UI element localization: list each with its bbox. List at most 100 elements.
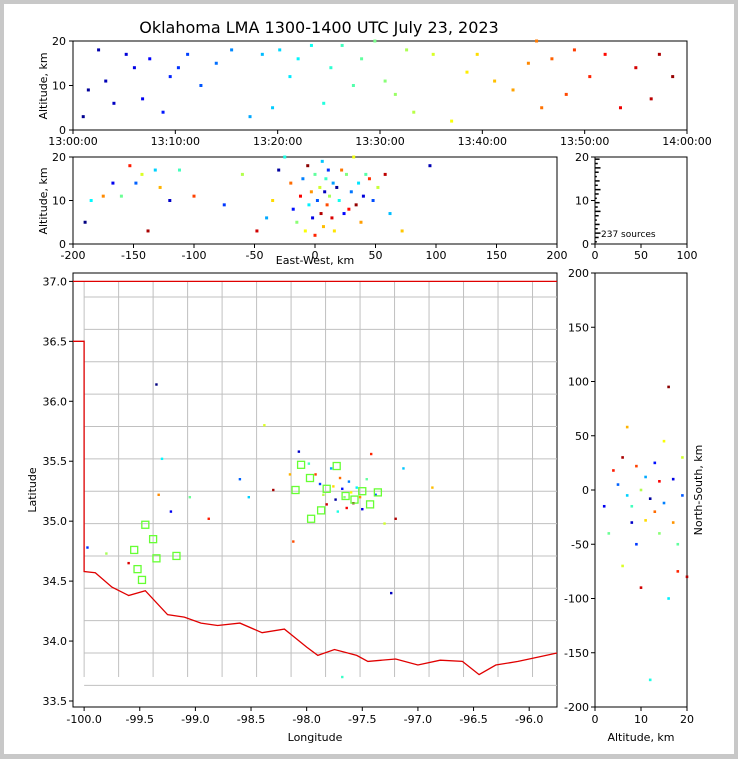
time-altitude-point bbox=[112, 101, 116, 105]
map-source-point bbox=[272, 488, 275, 492]
station-marker bbox=[141, 520, 150, 529]
east-west-point bbox=[265, 216, 269, 220]
map-source-point bbox=[105, 552, 108, 555]
map-source-point bbox=[127, 561, 130, 565]
map-source-point bbox=[297, 450, 301, 453]
time-altitude-point bbox=[550, 57, 554, 61]
time-altitude-point bbox=[526, 61, 530, 65]
time-altitude-point bbox=[141, 97, 145, 101]
time-altitude-point bbox=[186, 52, 190, 56]
lma-figure: Oklahoma LMA 1300-1400 UTC July 23, 2023… bbox=[26, 18, 712, 744]
time-x-tick-label: 13:30:00 bbox=[355, 135, 404, 148]
east-west-point bbox=[89, 199, 93, 202]
ns-point bbox=[658, 480, 661, 483]
hist-x-tick-label: 0 bbox=[592, 249, 599, 262]
ns-points bbox=[602, 385, 689, 682]
ns-point bbox=[681, 456, 684, 459]
east-west-xlabel: East-West, km bbox=[276, 254, 354, 267]
map-x-ticks: -100.0 -99.5 -99.0 -98.5 -98.0 -97.5 -97.0 -96.… bbox=[66, 707, 543, 726]
east-west-point bbox=[313, 172, 317, 176]
station-marker bbox=[130, 545, 139, 555]
ns-y-tick-label: -150 bbox=[564, 647, 589, 660]
east-west-point bbox=[328, 194, 332, 198]
map-y-tick-label: 35.5 bbox=[43, 455, 68, 468]
map-source-point bbox=[355, 486, 358, 489]
map-y-tick-label: 35.0 bbox=[43, 515, 68, 528]
station-marker bbox=[350, 495, 359, 504]
ns-point bbox=[635, 542, 638, 546]
map-source-point bbox=[343, 495, 346, 499]
east-west-point bbox=[192, 194, 196, 198]
map-x-tick-label: -97.5 bbox=[348, 713, 376, 726]
time-altitude-x-ticks: 13:00:00 13:10:00 13:20:00 13:30:00 13:40:00… bbox=[48, 130, 712, 148]
east-west-point bbox=[320, 159, 324, 163]
state-border bbox=[73, 280, 558, 676]
ns-x-ticks: 0 10 20 bbox=[592, 707, 694, 726]
east-west-point bbox=[352, 155, 356, 159]
station-marker bbox=[148, 535, 158, 544]
time-altitude-point bbox=[351, 84, 355, 87]
map-x-tick-label: -100.0 bbox=[66, 713, 101, 726]
map-source-point bbox=[263, 424, 266, 427]
time-altitude-point bbox=[511, 88, 515, 92]
east-west-point bbox=[307, 203, 311, 207]
time-altitude-point bbox=[535, 39, 539, 43]
east-west-point bbox=[153, 168, 157, 172]
east-west-point bbox=[325, 203, 329, 207]
station-marker bbox=[172, 551, 181, 561]
ns-point bbox=[671, 521, 675, 524]
east-west-point bbox=[222, 203, 226, 207]
time-altitude-point bbox=[475, 52, 479, 56]
time-altitude-point bbox=[322, 101, 326, 105]
east-west-point bbox=[371, 199, 375, 202]
ns-point bbox=[630, 521, 634, 524]
map-source-point bbox=[238, 478, 242, 481]
time-altitude-point bbox=[81, 115, 85, 119]
ns-point bbox=[602, 504, 606, 508]
map-source-point bbox=[292, 540, 295, 543]
east-west-point bbox=[315, 199, 319, 202]
time-altitude-point bbox=[603, 52, 607, 56]
ns-y-tick-label: -50 bbox=[571, 538, 589, 551]
map-source-point bbox=[358, 495, 362, 499]
east-west-point bbox=[283, 155, 287, 159]
map-source-point bbox=[288, 473, 292, 476]
east-west-point bbox=[342, 212, 346, 216]
plan-view-map-panel: -100.0 -99.5 -99.0 -98.5 -98.0 -97.5 -97.0 -96.… bbox=[26, 272, 558, 744]
ns-point bbox=[653, 461, 657, 465]
ns-ylabel: North-South, km bbox=[692, 445, 705, 536]
ew-y-tick-label: 20 bbox=[52, 151, 66, 164]
time-altitude-point bbox=[572, 48, 576, 52]
map-x-tick-label: -98.0 bbox=[292, 713, 320, 726]
east-west-point bbox=[295, 220, 299, 224]
figure-canvas: Oklahoma LMA 1300-1400 UTC July 23, 2023… bbox=[4, 4, 734, 754]
figure-title: Oklahoma LMA 1300-1400 UTC July 23, 2023 bbox=[139, 18, 498, 37]
time-alt-y-tick-label: 20 bbox=[52, 35, 66, 48]
ns-point bbox=[653, 510, 657, 513]
time-altitude-point bbox=[649, 97, 653, 101]
county-boundaries bbox=[83, 281, 557, 686]
station-marker bbox=[322, 484, 331, 493]
source-count-label: 237 sources bbox=[601, 230, 656, 240]
map-source-point bbox=[365, 478, 368, 481]
east-west-point bbox=[388, 212, 392, 216]
ns-point bbox=[625, 494, 629, 497]
ns-point bbox=[630, 504, 634, 508]
east-west-point bbox=[367, 177, 371, 181]
map-source-point bbox=[390, 591, 393, 595]
map-y-tick-label: 34.5 bbox=[43, 575, 68, 588]
ns-x-tick-label: 0 bbox=[592, 713, 599, 726]
time-altitude-point bbox=[199, 84, 203, 87]
map-source-point bbox=[369, 452, 373, 456]
time-altitude-point bbox=[465, 70, 469, 74]
ns-point bbox=[644, 475, 647, 479]
map-source-point bbox=[402, 467, 405, 470]
time-altitude-point bbox=[104, 79, 108, 83]
time-altitude-point bbox=[412, 110, 416, 114]
ns-point bbox=[676, 570, 680, 573]
ns-point bbox=[662, 439, 666, 443]
map-x-tick-label: -98.5 bbox=[237, 713, 265, 726]
map-x-tick-label: -96.0 bbox=[515, 713, 543, 726]
east-west-point bbox=[255, 229, 259, 233]
